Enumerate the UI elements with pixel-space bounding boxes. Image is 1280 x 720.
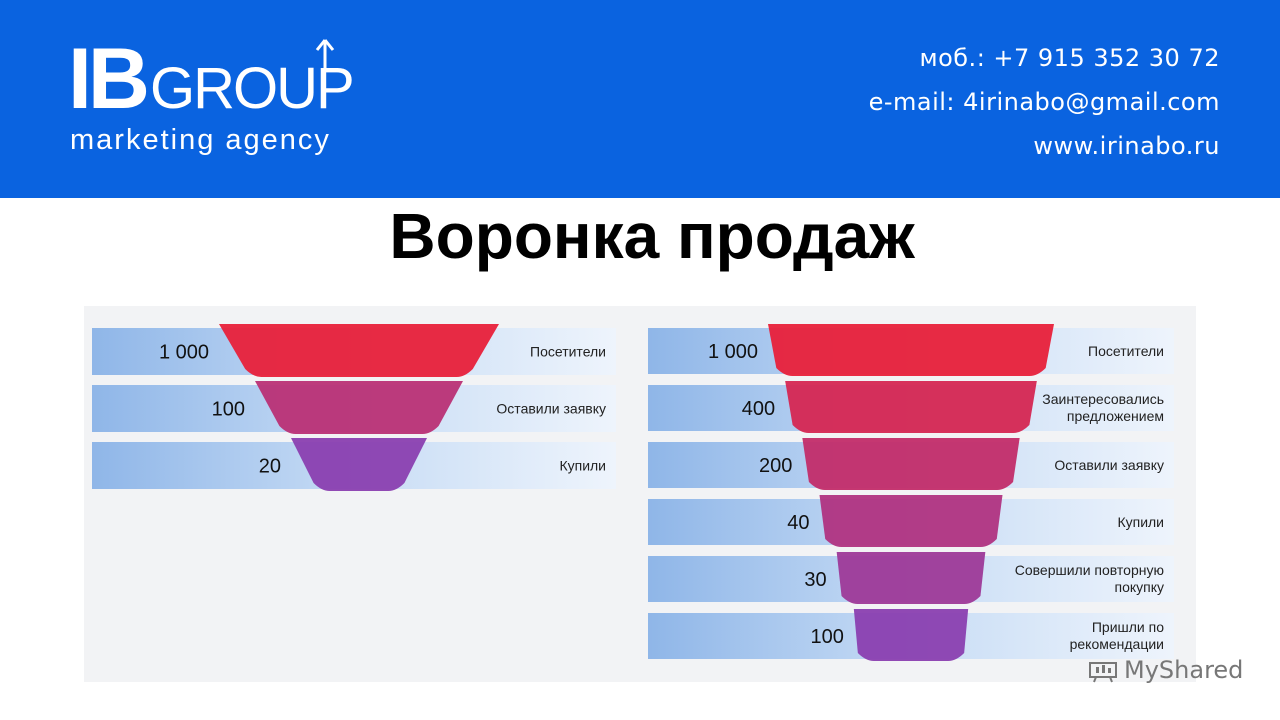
funnel-chart-canvas: 1 000 Посетители 100 Оставили заявку 20 Купил… — [92, 324, 1174, 661]
stage-value-label: 30 — [804, 569, 826, 591]
funnel-stage: 100 Оставили заявку — [92, 381, 616, 434]
stage-value-label: 20 — [259, 456, 281, 478]
funnel-segment — [255, 381, 463, 434]
stage-value-label: 1 000 — [708, 341, 758, 363]
stage-name-label: Совершили повторную покупку — [1015, 562, 1164, 595]
stage-name-label: Заинтересовались предложением — [1042, 391, 1164, 424]
funnel-charts: 1 000 Посетители 100 Оставили заявку 20 Купил… — [84, 306, 1196, 682]
stage-name-label: Посетители — [530, 344, 606, 360]
stage-value-label: 400 — [742, 398, 775, 420]
funnel-segment — [836, 552, 986, 604]
mydshared-logo-icon — [1089, 662, 1117, 683]
funnel-stage: 200 Оставили заявку — [648, 438, 1174, 490]
stage-value-label: 200 — [759, 455, 792, 477]
stage-value-label: 100 — [212, 399, 245, 421]
stage-value-label: 40 — [787, 512, 809, 534]
funnel-chart-2: 1 000 Посетители 400 Заинтересовались предло… — [648, 324, 1174, 661]
logo-mark: IB — [68, 31, 150, 127]
funnel-stage: 40 Купили — [648, 495, 1174, 547]
stage-name-label: Оставили заявку — [1054, 457, 1164, 473]
funnel-stage: 1 000 Посетители — [92, 324, 616, 377]
funnel-stage: 1 000 Посетители — [648, 324, 1174, 376]
funnel-segment — [802, 438, 1020, 490]
stage-value-label: 100 — [810, 626, 843, 648]
watermark-text: MyShared — [1124, 656, 1244, 684]
contact-website[interactable]: www.irinabo.ru — [1033, 132, 1220, 160]
logo-wordmark: GROUP — [150, 56, 355, 121]
funnel-segment — [785, 381, 1037, 433]
logo-tagline: marketing agency — [70, 124, 331, 156]
funnel-chart-1: 1 000 Посетители 100 Оставили заявку 20 Купил… — [92, 324, 616, 491]
funnel-segment — [768, 324, 1054, 376]
funnel-stage: 400 Заинтересовались предложением — [648, 381, 1174, 433]
stage-name-label: Пришли по рекомендации — [1070, 619, 1165, 652]
stage-name-label: Купили — [1117, 514, 1164, 530]
funnel-segment — [219, 324, 499, 377]
contact-phone: моб.: +7 915 352 30 72 — [919, 44, 1220, 72]
funnel-segment — [291, 438, 427, 491]
stage-name-label: Оставили заявку — [496, 401, 606, 417]
arrow-up-icon — [315, 39, 335, 70]
watermark: MyShared — [1088, 656, 1243, 684]
stage-value-label: 1 000 — [159, 342, 209, 364]
stage-name-label: Посетители — [1088, 343, 1164, 359]
funnel-segment — [853, 609, 969, 661]
page-title: Воронка продаж — [389, 200, 915, 272]
funnel-stage: 100 Пришли по рекомендации — [648, 609, 1174, 661]
funnel-segment — [819, 495, 1003, 547]
contact-email[interactable]: e-mail: 4irinabo@gmail.com — [868, 88, 1220, 116]
header-banner: IB GROUP marketing agency моб.: +7 915 3… — [0, 0, 1280, 198]
funnel-stage: 30 Совершили повторную покупку — [648, 552, 1174, 604]
contact-block: моб.: +7 915 352 30 72 e-mail: 4irinabo@… — [869, 36, 1220, 168]
funnel-stage: 20 Купили — [92, 438, 616, 491]
stage-name-label: Купили — [559, 458, 606, 474]
